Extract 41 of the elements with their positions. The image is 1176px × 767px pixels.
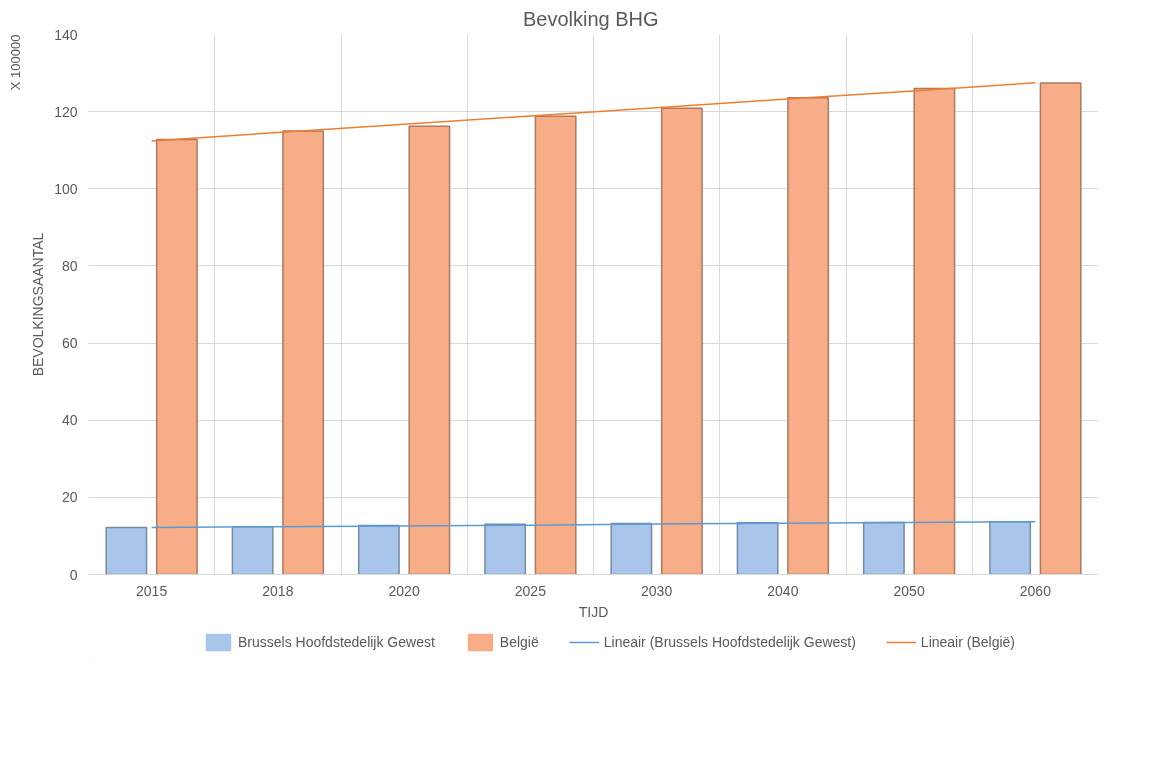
bar <box>484 523 527 575</box>
y-axis-title: BEVOLKINGSAANTAL <box>30 232 47 377</box>
bar <box>1039 82 1082 575</box>
legend-label: Lineair (Brussels Hoofdstedelijk Gewest) <box>603 634 856 650</box>
y-tick-label: 20 <box>61 489 78 506</box>
bar <box>155 138 198 575</box>
x-tick-label: 2030 <box>641 582 673 599</box>
bar <box>357 524 400 575</box>
y-tick-label: 60 <box>61 335 78 352</box>
bar <box>989 520 1032 575</box>
legend-label: Brussels Hoofdstedelijk Gewest <box>237 634 435 650</box>
line-series <box>150 81 1037 142</box>
bar <box>787 97 830 575</box>
bar <box>862 521 905 575</box>
x-tick-label: 2040 <box>767 582 799 599</box>
y-tick-label: 100 <box>54 180 78 197</box>
x-tick-label: 2025 <box>514 582 547 599</box>
bar <box>534 115 577 575</box>
y-tick-label: 80 <box>61 257 78 274</box>
bar <box>660 107 703 575</box>
bar <box>105 526 148 575</box>
bar <box>282 130 325 575</box>
y-tick-label: 40 <box>61 412 78 429</box>
x-tick-label: 2015 <box>136 582 168 599</box>
chart-title: Bevolking BHG <box>522 7 659 30</box>
bar <box>231 525 274 575</box>
x-tick-label: 2060 <box>1019 582 1052 599</box>
bar <box>610 522 653 575</box>
text: X 100000 <box>7 34 23 91</box>
bar <box>736 522 779 575</box>
legend-label: België <box>499 634 539 650</box>
legend-label: Lineair (België) <box>920 634 1016 650</box>
x-tick-label: 2020 <box>388 582 420 599</box>
bar <box>408 125 451 575</box>
y-tick-label: 0 <box>69 566 78 583</box>
x-tick-label: 2018 <box>262 582 294 599</box>
bar <box>913 87 956 575</box>
x-axis-title: TIJD <box>578 603 609 620</box>
x-tick-label: 2050 <box>893 582 925 599</box>
y-tick-label: 120 <box>54 103 78 120</box>
y-tick-label: 140 <box>54 26 78 43</box>
